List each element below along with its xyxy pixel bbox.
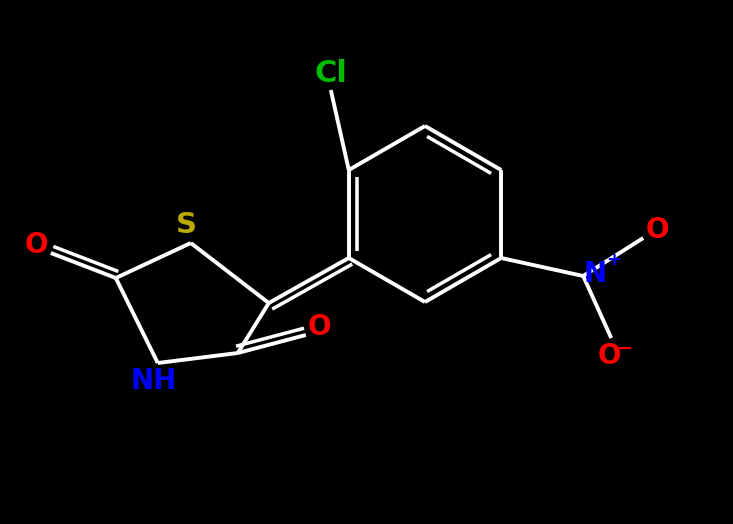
Text: O: O (646, 216, 669, 244)
Text: O: O (25, 231, 48, 259)
Text: Cl: Cl (314, 60, 347, 89)
Text: S: S (177, 211, 197, 239)
Text: −: − (617, 339, 633, 357)
Text: +: + (605, 251, 621, 269)
Text: NH: NH (130, 367, 177, 395)
Text: N: N (583, 260, 607, 288)
Text: O: O (597, 342, 621, 370)
Text: O: O (308, 313, 331, 341)
